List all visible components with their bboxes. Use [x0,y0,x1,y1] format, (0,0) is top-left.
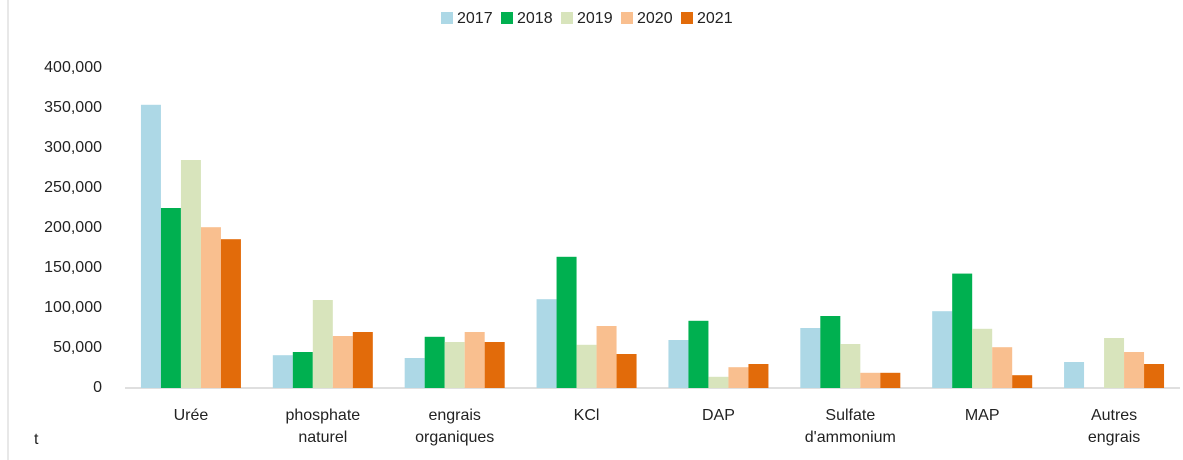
bar [800,328,821,388]
bar [688,320,709,388]
bar [972,328,993,388]
y-tick-label: 150,000 [44,259,102,276]
legend-swatch [561,12,573,24]
bar [312,300,333,388]
y-unit-label: t [34,431,39,448]
bar [728,367,749,388]
bar [932,311,953,388]
y-tick-label: 200,000 [44,219,102,236]
x-tick-label: KCl [573,407,600,424]
y-tick-label: 100,000 [44,299,102,316]
bar [748,364,769,388]
bar [404,358,425,388]
legend-label: 2017 [457,10,493,27]
x-tick-label: DAP [701,407,735,424]
bar [220,239,241,388]
bar [1012,375,1033,388]
bar [820,316,841,388]
bar [180,160,201,388]
x-tick-label: Autres engrais [1087,407,1141,446]
bar [992,347,1013,388]
bar [444,342,465,388]
bar [140,104,161,389]
x-tick-label: engrais organiques [415,407,495,446]
bar [596,326,617,388]
bar [332,336,353,388]
bar [952,273,973,388]
bar [860,372,881,388]
bar [160,208,181,388]
bar [880,372,901,388]
bar [708,376,729,388]
bar [1104,338,1125,388]
bar [556,256,577,388]
legend-swatch [441,12,453,24]
bar [668,340,689,388]
legend-swatch [681,12,693,24]
bar [200,227,221,388]
y-tick-label: 250,000 [44,179,102,196]
legend-swatch [621,12,633,24]
x-tick-label: phosphate naturel [285,407,361,446]
bar [424,336,445,388]
y-tick-label: 400,000 [44,59,102,76]
y-tick-label: 50,000 [53,339,102,356]
bar [464,332,485,388]
x-tick-label: Sulfate d'ammonium [804,407,896,446]
x-tick-label: MAP [964,407,1000,424]
y-tick-label: 300,000 [44,139,102,156]
bar [1144,364,1165,388]
legend-label: 2019 [577,10,613,27]
bar [272,355,293,388]
bar [1124,352,1145,388]
legend-label: 2020 [637,10,673,27]
bar [484,342,505,388]
legend-swatch [501,12,513,24]
legend-label: 2021 [697,10,733,27]
bar [840,344,861,388]
bar [576,344,597,388]
bar [1064,362,1085,388]
y-tick-label: 0 [93,379,102,396]
bar [352,332,373,388]
legend-label: 2018 [517,10,553,27]
bar [616,354,637,388]
bar [536,299,557,388]
x-tick-label: Urée [173,407,209,424]
bar [292,352,313,388]
y-tick-label: 350,000 [44,99,102,116]
